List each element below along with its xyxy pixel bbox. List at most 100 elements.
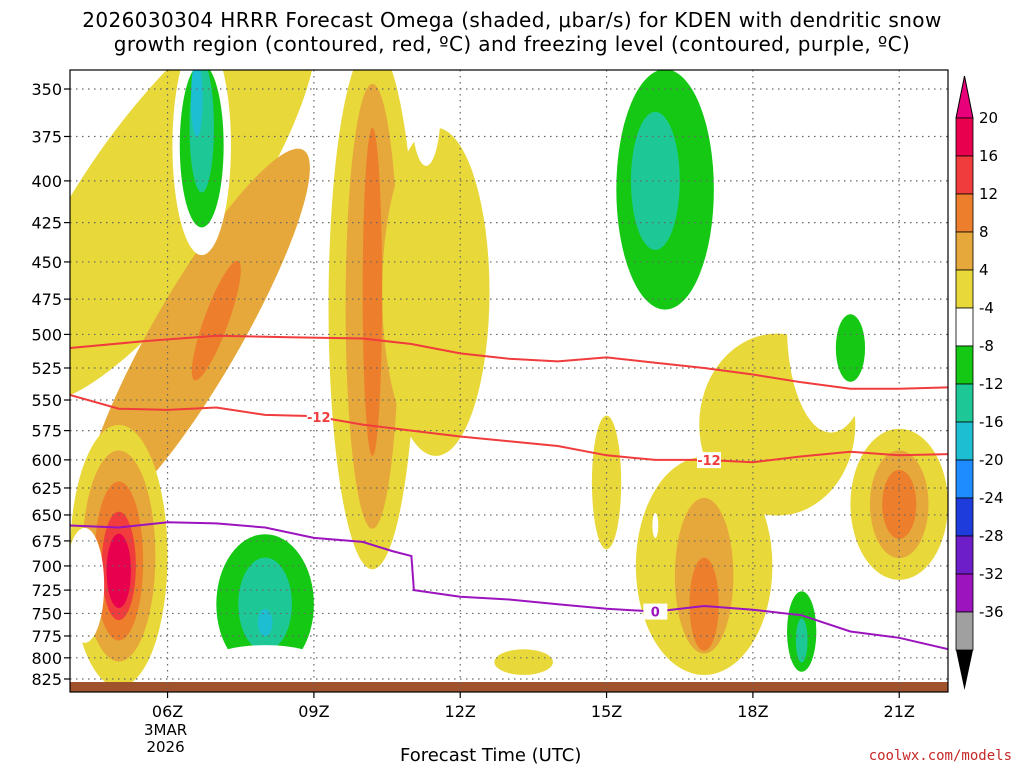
- x-tick-label-12Z: 12Z: [445, 702, 476, 721]
- axes: 350 375 400 425 450 475 500 525 550 575 600 625 650 6…: [31, 69, 949, 756]
- colorbar-band-1: [955, 155, 974, 195]
- y-tick-label-650: 650: [31, 506, 62, 525]
- omega-region-ascent-18: [882, 469, 917, 539]
- ground-level-bar: [70, 682, 948, 692]
- colorbar-label-13: -36: [979, 603, 1004, 621]
- dgz-contour-1: [70, 394, 948, 464]
- colorbar-label-3: 8: [979, 223, 989, 241]
- colorbar-label-4: 4: [979, 261, 989, 279]
- colorbar-label-10: -24: [979, 489, 1004, 507]
- colorbar-label-5: -4: [979, 299, 994, 317]
- y-tick-label-550: 550: [31, 391, 62, 410]
- omega-region-ascent-7: [106, 533, 131, 608]
- omega-region-ascent-15: [689, 557, 719, 651]
- colorbar-label-1: 16: [979, 147, 998, 165]
- y-tick-label-625: 625: [31, 479, 62, 498]
- colorbar-label-2: 12: [979, 185, 998, 203]
- colorbar-band-4: [955, 269, 974, 309]
- x-axis-label: Forecast Time (UTC): [400, 745, 582, 766]
- omega-region-ascent-10: [362, 127, 383, 456]
- chart-title-line-1: 2026030304 HRRR Forecast Omega (shaded, …: [82, 8, 942, 32]
- y-tick-label-575: 575: [31, 422, 62, 441]
- y-tick-label-350: 350: [31, 80, 62, 99]
- colorbar-band-3: [955, 231, 974, 271]
- y-tick-label-800: 800: [31, 649, 62, 668]
- colorbar-label-11: -28: [979, 527, 1004, 545]
- omega-region-descent-44: [652, 512, 659, 538]
- freezing-level-contour: [70, 521, 948, 651]
- y-tick-label-400: 400: [31, 172, 62, 191]
- y-tick-label-675: 675: [31, 532, 62, 551]
- omega-region-descent-30: [443, 642, 449, 657]
- freezing-level-contour-label-bg-0: [643, 603, 668, 620]
- colorbar-label-12: -32: [979, 565, 1004, 583]
- y-tick-label-825: 825: [31, 670, 62, 689]
- site-credit: coolwx.com/models: [868, 748, 1012, 764]
- y-tick-label-425: 425: [31, 214, 62, 233]
- x-tick-label-06Z: 06Z: [152, 702, 183, 721]
- dgz-contour-0: [70, 334, 948, 390]
- freezing-level-contour-label-0: 0: [651, 606, 660, 621]
- colorbar-band-11: [955, 535, 974, 575]
- colorbar-band-0: [955, 117, 974, 157]
- omega-region-ascent-20: [494, 649, 553, 675]
- omega-region-descent-25: [257, 608, 273, 637]
- dgz-contour-1-label-bg-0: [306, 408, 331, 425]
- omega-region-descent-35: [630, 111, 680, 250]
- chart-title-line-2: growth region (contoured, red, ºC) and f…: [113, 32, 911, 56]
- omega-region-descent-31: [455, 432, 573, 640]
- omega-region-descent-43: [889, 605, 948, 692]
- colorbar-bottom-arrow: [956, 650, 973, 690]
- omega-region-ascent-19: [591, 415, 622, 550]
- y-tick-label-775: 775: [31, 627, 62, 646]
- colorbar-label-7: -12: [979, 375, 1004, 393]
- colorbar-label-0: 20: [979, 109, 998, 127]
- omega-region-descent-24: [238, 557, 292, 651]
- x-tick-label-09Z: 09Z: [298, 702, 329, 721]
- colorbar-band-12: [955, 573, 974, 613]
- omega-region-descent-38: [869, 70, 948, 296]
- plot-frame: [69, 69, 949, 693]
- omega-shading: [70, 70, 948, 692]
- y-tick-label-375: 375: [31, 127, 62, 146]
- colorbar-band-2: [955, 193, 974, 233]
- colorbar-band-13: [955, 611, 974, 651]
- omega-region-ascent-2: [191, 260, 241, 381]
- terrain-bar: [70, 682, 948, 692]
- colorbar-label-8: -16: [979, 413, 1004, 431]
- dgz-contour-1-label-bg-1: [696, 452, 721, 469]
- omega-region-descent-29: [190, 70, 203, 138]
- x-tick-sublabel-1: 2026: [146, 738, 184, 756]
- dgz-contour-1-label-1: -12: [697, 454, 721, 469]
- x-tick-label-18Z: 18Z: [737, 702, 768, 721]
- y-tick-label-525: 525: [31, 359, 62, 378]
- omega-region-descent-32: [401, 552, 422, 638]
- colorbar-band-6: [955, 345, 974, 385]
- colorbar-band-9: [955, 459, 974, 499]
- omega-region-ascent-0: [70, 70, 317, 404]
- y-tick-label-725: 725: [31, 581, 62, 600]
- dgz-contour-1-label-0: -12: [307, 411, 331, 426]
- omega-region-descent-45: [201, 645, 329, 688]
- omega-colorbar: 20 16 12 8 4 -4 -8 -12 -16 -20 -24 -28 -32 -36: [955, 75, 1004, 690]
- colorbar-band-10: [955, 497, 974, 537]
- grid-lines: [70, 70, 948, 692]
- omega-region-descent-37: [835, 314, 866, 382]
- y-tick-label-500: 500: [31, 325, 62, 344]
- colorbar-label-9: -20: [979, 451, 1004, 469]
- omega-region-descent-42: [795, 618, 808, 663]
- omega-region-ascent-11: [382, 127, 490, 456]
- x-tick-label-15Z: 15Z: [591, 702, 622, 721]
- y-tick-label-450: 450: [31, 253, 62, 272]
- colorbar-band-7: [955, 383, 974, 423]
- colorbar-label-6: -8: [979, 337, 994, 355]
- y-tick-label-700: 700: [31, 557, 62, 576]
- y-tick-label-750: 750: [31, 604, 62, 623]
- colorbar-band-5: [955, 307, 974, 347]
- omega-region-descent-39: [411, 70, 441, 166]
- omega-region-descent-21: [70, 527, 105, 643]
- temperature-contours: -12 -12 0: [70, 334, 948, 651]
- x-tick-label-21Z: 21Z: [884, 702, 915, 721]
- y-tick-label-600: 600: [31, 451, 62, 470]
